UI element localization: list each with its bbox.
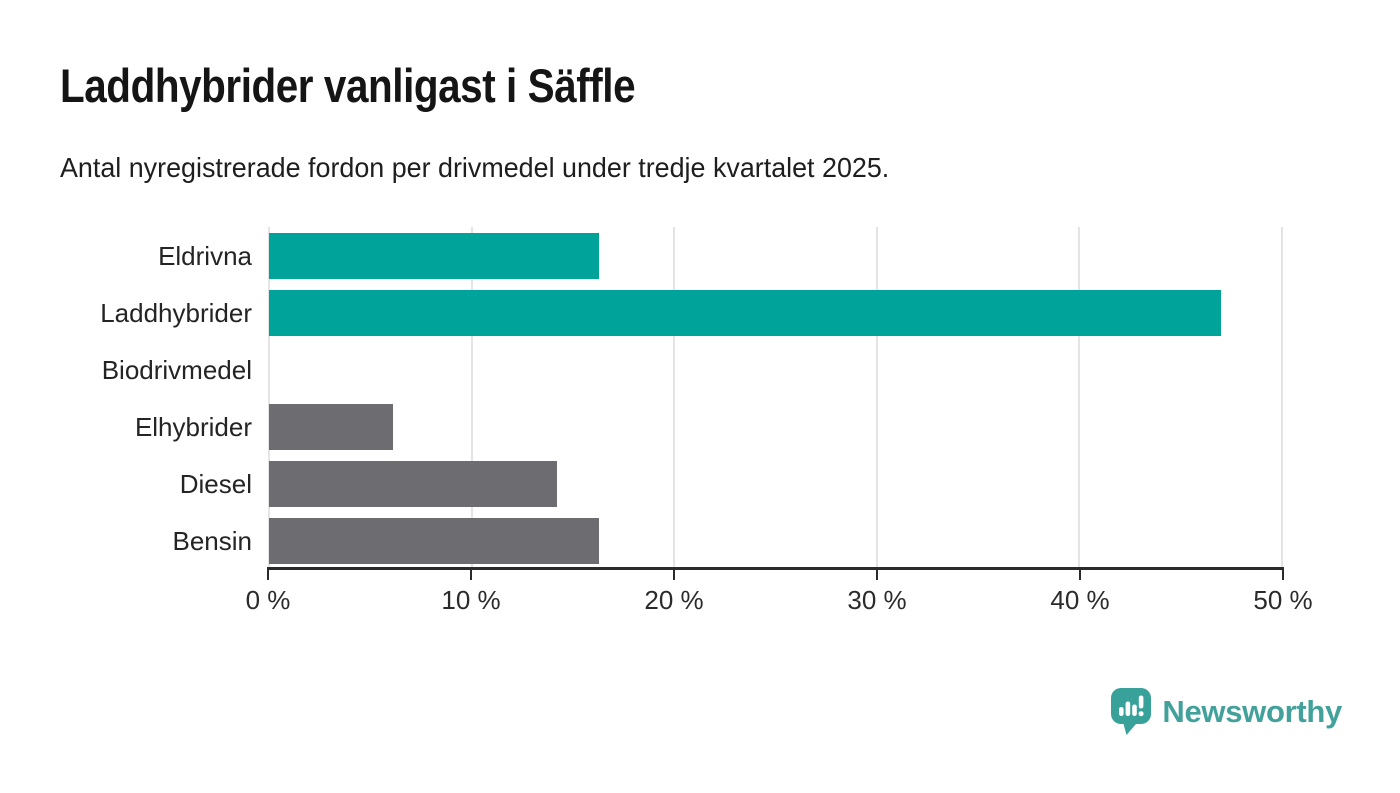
x-tick-label: 40 % [1050, 585, 1110, 615]
x-tick-label: 10 % [441, 585, 501, 615]
x-axis-tick [1282, 567, 1284, 580]
x-tick-label: 30 % [847, 585, 907, 615]
gridline [1078, 227, 1081, 568]
x-tick-label: 20 % [644, 585, 704, 615]
category-label-bensin: Bensin [172, 526, 253, 556]
bar-bensin [269, 518, 600, 564]
x-axis-line [268, 567, 1283, 570]
category-label-biodrivmedel: Biodrivmedel [101, 355, 252, 385]
gridline [673, 227, 676, 568]
newsworthy-logo: Newsworthy [1111, 688, 1342, 736]
category-label-elhybrider: Elhybrider [134, 412, 252, 442]
bar-laddhybrider [269, 290, 1222, 336]
category-label-diesel: Diesel [179, 469, 252, 499]
newsworthy-bar-chart-icon [1111, 688, 1152, 735]
gridline [470, 227, 473, 568]
category-label-eldrivna: Eldrivna [158, 241, 252, 271]
x-axis: 0 % 10 % 20 % 30 % 40 % 50 % [246, 567, 1313, 627]
bar-diesel [269, 461, 557, 507]
x-tick-label: 50 % [1253, 585, 1313, 615]
gridline [875, 227, 878, 568]
bar-eldrivna [269, 233, 600, 279]
x-axis-tick [673, 567, 675, 580]
x-axis-tick [1079, 567, 1081, 580]
x-axis-tick [470, 567, 472, 580]
x-tick-label: 0 % [245, 585, 291, 615]
gridline [268, 227, 270, 568]
bar-elhybrider [269, 404, 393, 450]
gridline [1281, 227, 1283, 568]
brand-name: Newsworthy [1162, 694, 1342, 729]
plot-area [268, 227, 1283, 568]
chart-subtitle: Antal nyregistrerade fordon per drivmede… [60, 152, 890, 183]
x-axis-tick [267, 567, 269, 580]
x-axis-tick [876, 567, 878, 580]
category-label-laddhybrider: Laddhybrider [100, 298, 252, 328]
page-title: Laddhybrider vanligast i Säffle [60, 59, 636, 112]
